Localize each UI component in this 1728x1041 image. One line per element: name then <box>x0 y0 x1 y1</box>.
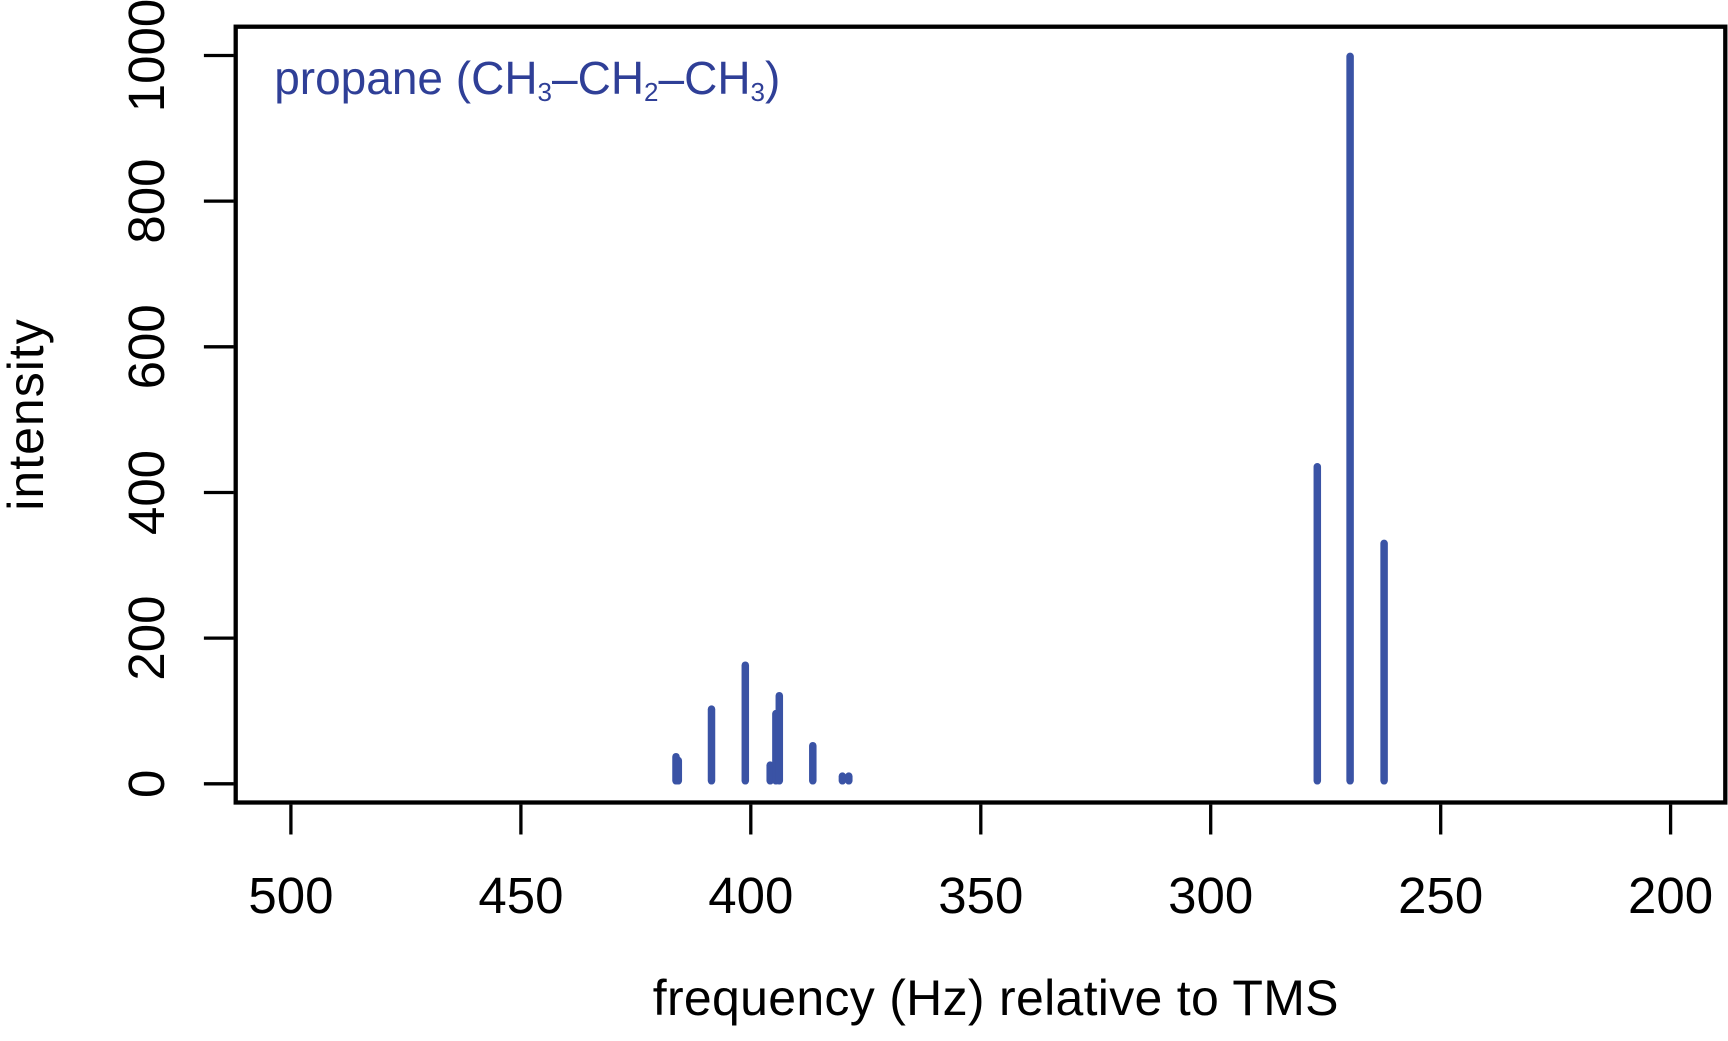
svg-text:400: 400 <box>118 450 175 535</box>
svg-text:intensity: intensity <box>0 318 54 510</box>
svg-text:400: 400 <box>708 867 793 924</box>
svg-text:propane (CH3–CH2–CH3): propane (CH3–CH2–CH3) <box>274 52 780 107</box>
svg-text:frequency (Hz) relative to TMS: frequency (Hz) relative to TMS <box>653 970 1339 1026</box>
svg-text:350: 350 <box>938 867 1023 924</box>
svg-text:200: 200 <box>1628 867 1713 924</box>
svg-text:1000: 1000 <box>118 0 175 112</box>
svg-text:300: 300 <box>1168 867 1253 924</box>
svg-text:450: 450 <box>478 867 563 924</box>
svg-text:500: 500 <box>248 867 333 924</box>
svg-text:200: 200 <box>118 596 175 681</box>
svg-text:0: 0 <box>118 770 175 798</box>
svg-text:800: 800 <box>118 159 175 244</box>
svg-text:250: 250 <box>1398 867 1483 924</box>
svg-text:600: 600 <box>118 304 175 389</box>
